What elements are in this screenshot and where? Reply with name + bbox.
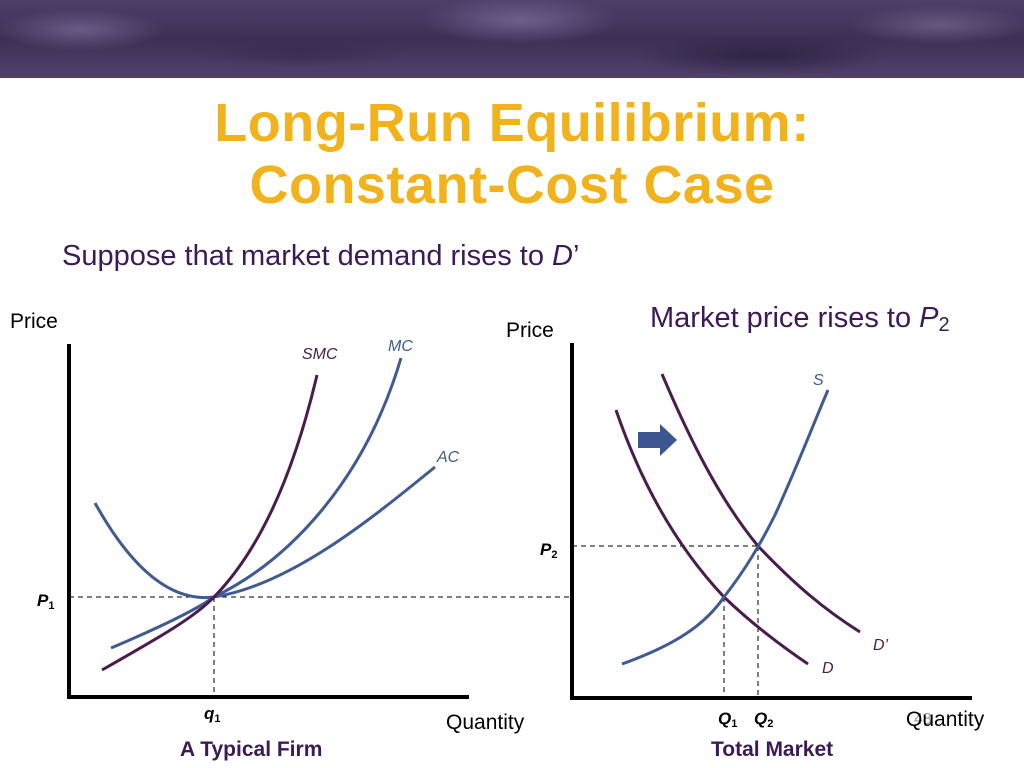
market-note-italic: P <box>919 302 939 334</box>
ac-curve <box>93 465 436 600</box>
firm-quantity-tick-sub: 1 <box>214 713 220 725</box>
supply-curve <box>621 389 830 666</box>
slide-title: Long-Run Equilibrium: Constant-Cost Case <box>0 92 1024 216</box>
title-line-1: Long-Run Equilibrium: <box>214 93 810 153</box>
supply-label: S <box>813 372 824 389</box>
firm-quantity-tick-letter: q <box>204 704 215 723</box>
market-note-text: Market price rises to <box>650 302 920 334</box>
market-q2-tick: Q2 <box>754 709 773 730</box>
mc-label: MC <box>388 338 413 355</box>
market-x-axis-label: Quantity <box>906 708 985 731</box>
shift-arrow-icon <box>638 424 677 456</box>
page-number: 48 <box>914 711 932 728</box>
market-q2-tick-sub: 2 <box>767 718 773 730</box>
firm-quantity-tick: q1 <box>204 704 221 725</box>
market-q1-tick-letter: Q <box>718 709 731 728</box>
smc-curve <box>101 374 319 672</box>
demand-curve <box>614 409 809 666</box>
market-q1-tick-sub: 1 <box>731 718 737 730</box>
firm-y-axis-label: Price <box>10 310 58 333</box>
market-price-tick: P2 <box>540 540 557 561</box>
mc-curve <box>110 357 403 650</box>
ac-label: AC <box>436 449 460 466</box>
market-note-sub: 2 <box>938 314 950 336</box>
market-price-tick-sub: 2 <box>551 549 557 561</box>
subtitle-text: Suppose that market demand rises to <box>62 240 553 272</box>
firm-x-axis-label: Quantity <box>446 711 525 734</box>
header-banner <box>0 0 1024 78</box>
firm-price-tick-sub: 1 <box>48 600 54 612</box>
demand-new-curve <box>660 373 861 634</box>
market-graph: Price S D’ D P2 Q1 Q2 48 Quantity Total … <box>506 319 985 761</box>
firm-graph: Price SMC MC AC P1 q1 Quantity A Typical… <box>10 310 572 761</box>
market-q2-tick-letter: Q <box>754 709 767 728</box>
title-line-2: Constant-Cost Case <box>249 155 775 215</box>
firm-price-tick-letter: P <box>37 591 49 610</box>
slide-subtitle: Suppose that market demand rises to D’ <box>62 240 579 273</box>
demand-label: D <box>822 660 834 677</box>
market-note: Market price rises to P2 <box>650 302 950 337</box>
market-q1-tick: Q1 <box>718 709 737 730</box>
subtitle-suffix: ’ <box>573 240 580 272</box>
firm-caption: A Typical Firm <box>180 738 322 761</box>
market-y-axis-label: Price <box>506 319 554 342</box>
firm-price-tick: P1 <box>37 591 54 612</box>
smc-label: SMC <box>302 346 338 363</box>
market-price-tick-letter: P <box>540 540 552 559</box>
demand-new-label: D’ <box>873 637 889 654</box>
market-caption: Total Market <box>711 738 833 761</box>
subtitle-italic: D <box>552 240 573 272</box>
